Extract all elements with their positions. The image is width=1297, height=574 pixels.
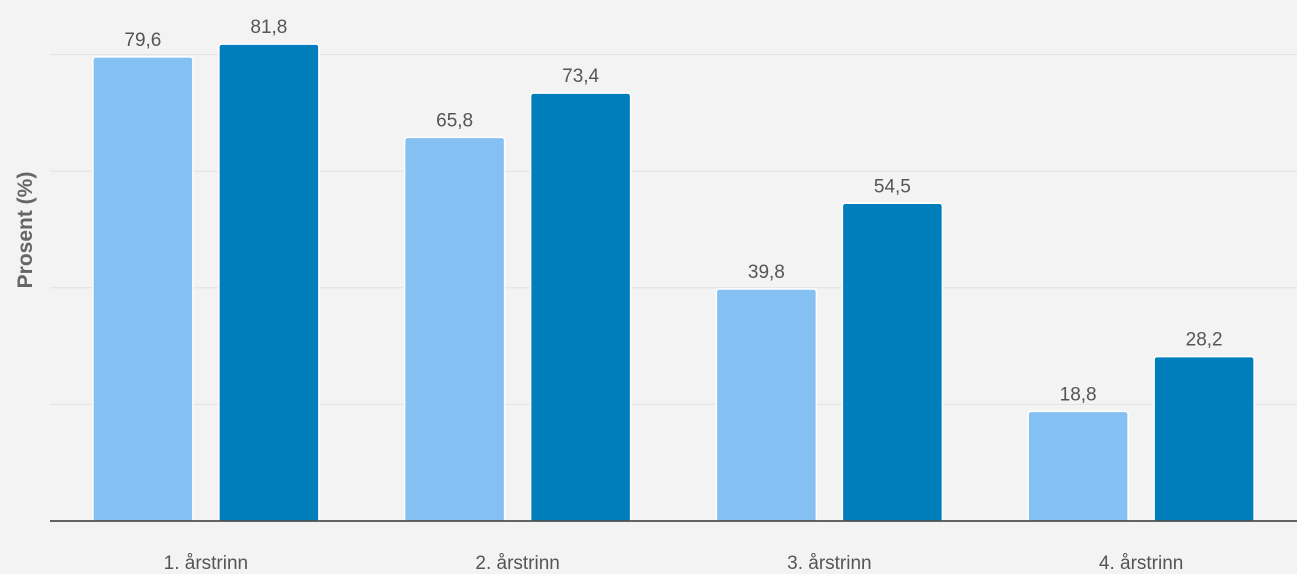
category-label-3: 3. årstrinn <box>787 553 871 574</box>
value-label-series-2-1: 81,8 <box>250 17 287 38</box>
value-label-series-1-2: 65,8 <box>436 110 473 131</box>
category-label-4: 4. årstrinn <box>1099 553 1183 574</box>
y-axis-title: Prosent (%) <box>14 172 37 289</box>
category-label-1: 1. årstrinn <box>164 553 248 574</box>
bar-series-1-3 <box>715 288 818 522</box>
value-label-series-1-1: 79,6 <box>124 30 161 51</box>
value-labels: 79,6 81,8 65,8 73,4 39,8 54,5 18,8 28,2 <box>124 17 1222 405</box>
category-label-2: 2. årstrinn <box>475 553 559 574</box>
bar-series-2-4 <box>1153 355 1255 522</box>
bar-series-2-2 <box>529 92 632 522</box>
bar-series-2-3 <box>841 202 944 522</box>
bar-series-1-1 <box>92 56 194 522</box>
bars <box>92 43 1255 522</box>
category-labels: 1. årstrinn 2. årstrinn 3. årstrinn 4. årst… <box>164 553 1184 574</box>
value-label-series-1-4: 18,8 <box>1060 384 1097 405</box>
bar-series-1-4 <box>1027 410 1129 522</box>
value-label-series-1-3: 39,8 <box>748 262 785 283</box>
bar-series-1-2 <box>403 136 506 522</box>
bar-series-2-1 <box>218 43 320 522</box>
value-label-series-2-4: 28,2 <box>1186 330 1223 351</box>
value-label-series-2-3: 54,5 <box>874 176 911 197</box>
value-label-series-2-2: 73,4 <box>562 66 599 87</box>
